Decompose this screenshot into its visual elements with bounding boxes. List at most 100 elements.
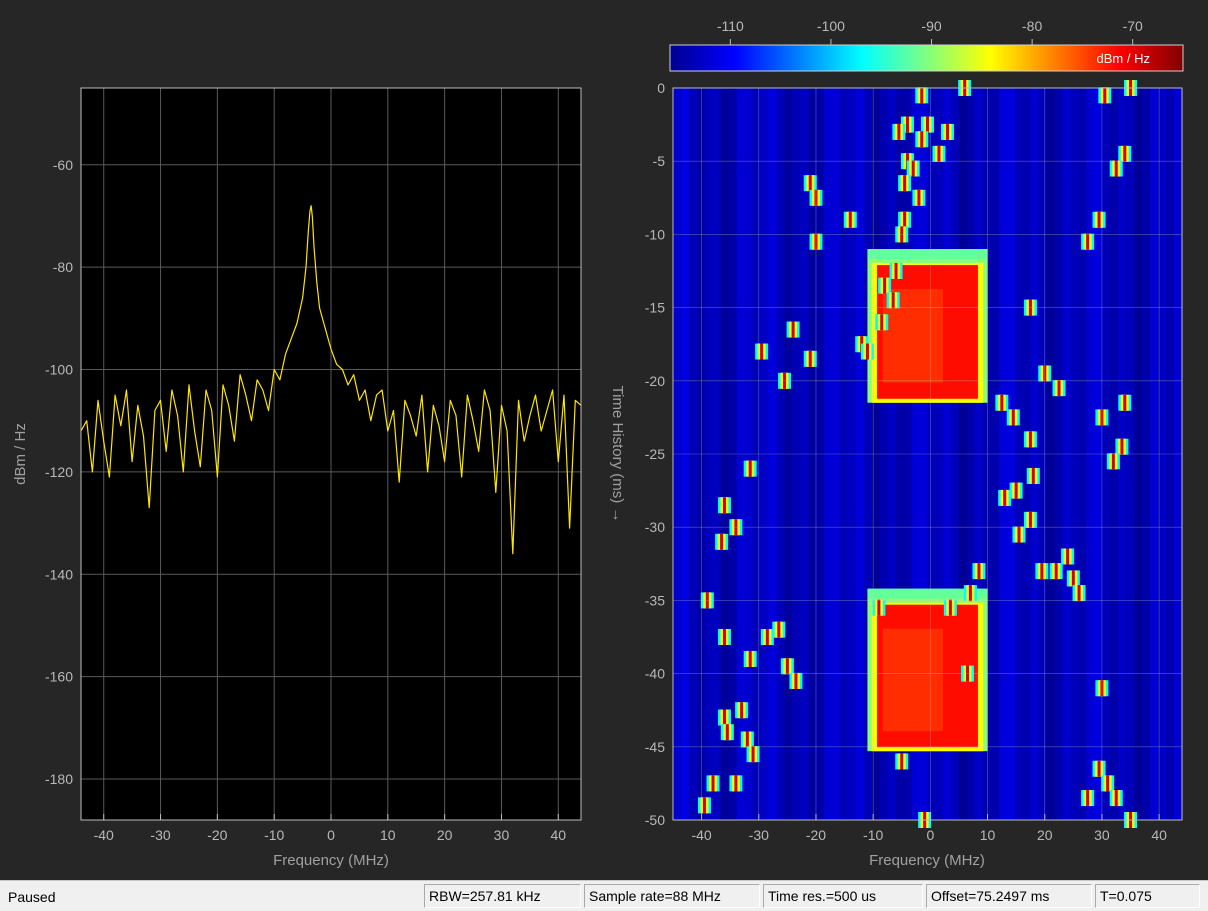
spectrogram-hop-mark — [977, 563, 981, 580]
spectrogram-hop-mark — [900, 753, 904, 770]
spectrogram-axes: -40 -30 -20 -10 0 10 20 30 40 0 -5 -10 -15 -20 -25 -30… — [609, 80, 1183, 869]
spectrogram-y-tick-label: -45 — [645, 739, 665, 755]
spectrum-x-ticks: -40 -30 -20 -10 0 10 20 30 40 — [94, 814, 566, 843]
spectrogram-noise-column — [768, 88, 777, 820]
spectrogram-x-tick-label: 10 — [980, 827, 996, 843]
spectrogram-noise-column — [832, 88, 841, 820]
spectrogram-hop-mark — [1003, 489, 1007, 506]
spectrogram-burst-shade — [882, 628, 943, 732]
spectrogram-hop-mark — [751, 746, 755, 763]
spectrogram-burst-top-band — [867, 249, 988, 260]
spectrogram-noise-column — [680, 88, 690, 820]
spectrogram-noise-column — [736, 88, 746, 820]
spectrogram-y-tick-label: -15 — [645, 300, 665, 316]
spectrum-x-tick-label: 0 — [327, 827, 335, 843]
spectrogram-hop-mark — [905, 116, 909, 133]
spectrogram-hop-mark — [865, 343, 869, 360]
colorbar-tick-label: -80 — [1022, 18, 1042, 34]
spectrogram-y-tick-label: 0 — [657, 80, 665, 96]
spectrogram-noise-column — [999, 88, 1008, 820]
spectrogram-noise-column — [847, 88, 857, 820]
spectrogram-noise-column — [1038, 88, 1048, 820]
spectrum-x-tick-label: -30 — [150, 827, 170, 843]
spectrogram-hop-mark — [1123, 145, 1127, 162]
spectrogram-noise-column — [943, 88, 952, 820]
spectrogram-hop-marks — [697, 80, 1138, 828]
spectrogram-hop-mark — [877, 599, 881, 616]
spectrum-x-tick-label: 40 — [550, 827, 566, 843]
spectrogram-hop-mark — [1028, 299, 1032, 316]
spectrogram-y-tick-label: -20 — [645, 373, 665, 389]
spectrogram-hop-mark — [734, 775, 738, 792]
spectrogram-noise-column — [967, 88, 976, 820]
spectrogram-hop-mark — [1120, 438, 1124, 455]
spectrogram-y-tick-label: -50 — [645, 812, 665, 828]
spectrogram-hop-mark — [926, 116, 929, 133]
spectrogram-noise-column — [800, 88, 809, 820]
spectrogram-noise-column — [704, 88, 714, 820]
spectrogram-hop-mark — [760, 343, 764, 360]
spectrum-x-tick-label: -40 — [94, 827, 114, 843]
spectrogram-hop-mark — [1111, 453, 1115, 470]
spectrogram-hop-mark — [720, 533, 724, 550]
status-time: T=0.075 — [1095, 884, 1200, 908]
spectrogram-hop-mark — [785, 658, 789, 675]
spectrogram-xlabel: Frequency (MHz) — [869, 852, 985, 869]
spectrogram-hop-mark — [966, 665, 970, 682]
spectrogram-x-tick-label: 40 — [1151, 827, 1167, 843]
spectrogram-hop-mark — [734, 519, 738, 536]
spectrogram-noise-column — [879, 88, 889, 820]
spectrum-x-tick-label: -20 — [207, 827, 227, 843]
spectrogram-hop-mark — [1011, 409, 1015, 426]
spectrogram-noise-column — [1030, 88, 1040, 820]
spectrogram-noise-column — [903, 88, 913, 820]
spectrogram-noise-column — [720, 88, 730, 820]
spectrogram-hop-mark — [1103, 87, 1107, 104]
spectrogram-hop-mark — [748, 650, 752, 667]
spectrogram-hop-mark — [917, 189, 921, 206]
spectrogram-noise-column — [1070, 88, 1080, 820]
spectrogram-noise-column — [1007, 88, 1016, 820]
spectrogram-hop-mark — [920, 131, 924, 148]
spectrogram-y-tick-label: -10 — [645, 226, 665, 242]
spectrogram-x-tick-label: -10 — [863, 827, 883, 843]
spectrogram-noise-column — [776, 88, 785, 820]
spectrogram-hop-mark — [900, 226, 904, 243]
colorbar-label: dBm / Hz — [1097, 51, 1150, 66]
spectrogram-noise-column — [1102, 88, 1111, 820]
spectrogram-noise-column — [887, 88, 897, 820]
spectrogram-noise-column — [983, 88, 992, 820]
spectrogram-hop-mark — [808, 175, 812, 192]
spectrogram-hop-mark — [705, 592, 709, 609]
spectrogram-noise-column — [1046, 88, 1056, 820]
spectrogram-noise-column — [673, 88, 682, 820]
spectrogram-x-tick-label: 30 — [1094, 827, 1110, 843]
spectrogram-hop-mark — [1028, 511, 1032, 528]
spectrogram-noise-column — [824, 88, 833, 820]
spectrogram-x-tick-label: -30 — [749, 827, 769, 843]
spectrogram-hop-mark — [883, 277, 887, 294]
spectrogram-x-ticks: -40 -30 -20 -10 0 10 20 30 40 — [691, 814, 1167, 843]
spectrogram-noise-column — [1062, 88, 1072, 820]
spectrogram-noise-column — [840, 88, 849, 820]
colorbar-tick-label: -90 — [921, 18, 941, 34]
spectrogram-noise-column — [744, 88, 754, 820]
spectrogram-hop-mark — [814, 233, 818, 250]
spectrogram-hop-mark — [1123, 394, 1127, 411]
spectrogram-hop-mark — [1077, 585, 1081, 602]
spectrogram-hop-mark — [968, 585, 972, 602]
spectrum-x-tick-label: -10 — [264, 827, 284, 843]
spectrogram-hop-mark — [1066, 548, 1070, 565]
spectrogram-noise-column — [1126, 88, 1135, 820]
spectrogram-hop-mark — [1114, 790, 1118, 807]
spectrogram-noise-column — [760, 88, 769, 820]
spectrum-y-ticks: -60 -80 -100 -120 -140 -160 -180 — [45, 157, 73, 787]
spectrogram-y-ticks: 0 -5 -10 -15 -20 -25 -30 -35 -40 -45 -50 — [645, 80, 665, 828]
spectrogram-noise-column — [991, 88, 1000, 820]
spectrogram-hop-mark — [1057, 380, 1061, 397]
spectrogram-y-tick-label: -5 — [653, 153, 666, 169]
spectrogram-noise-column — [1094, 88, 1103, 820]
spectrogram-hop-mark — [722, 709, 726, 726]
spectrum-y-tick-label: -80 — [53, 259, 73, 275]
spectrogram-noise-column — [1142, 88, 1151, 820]
